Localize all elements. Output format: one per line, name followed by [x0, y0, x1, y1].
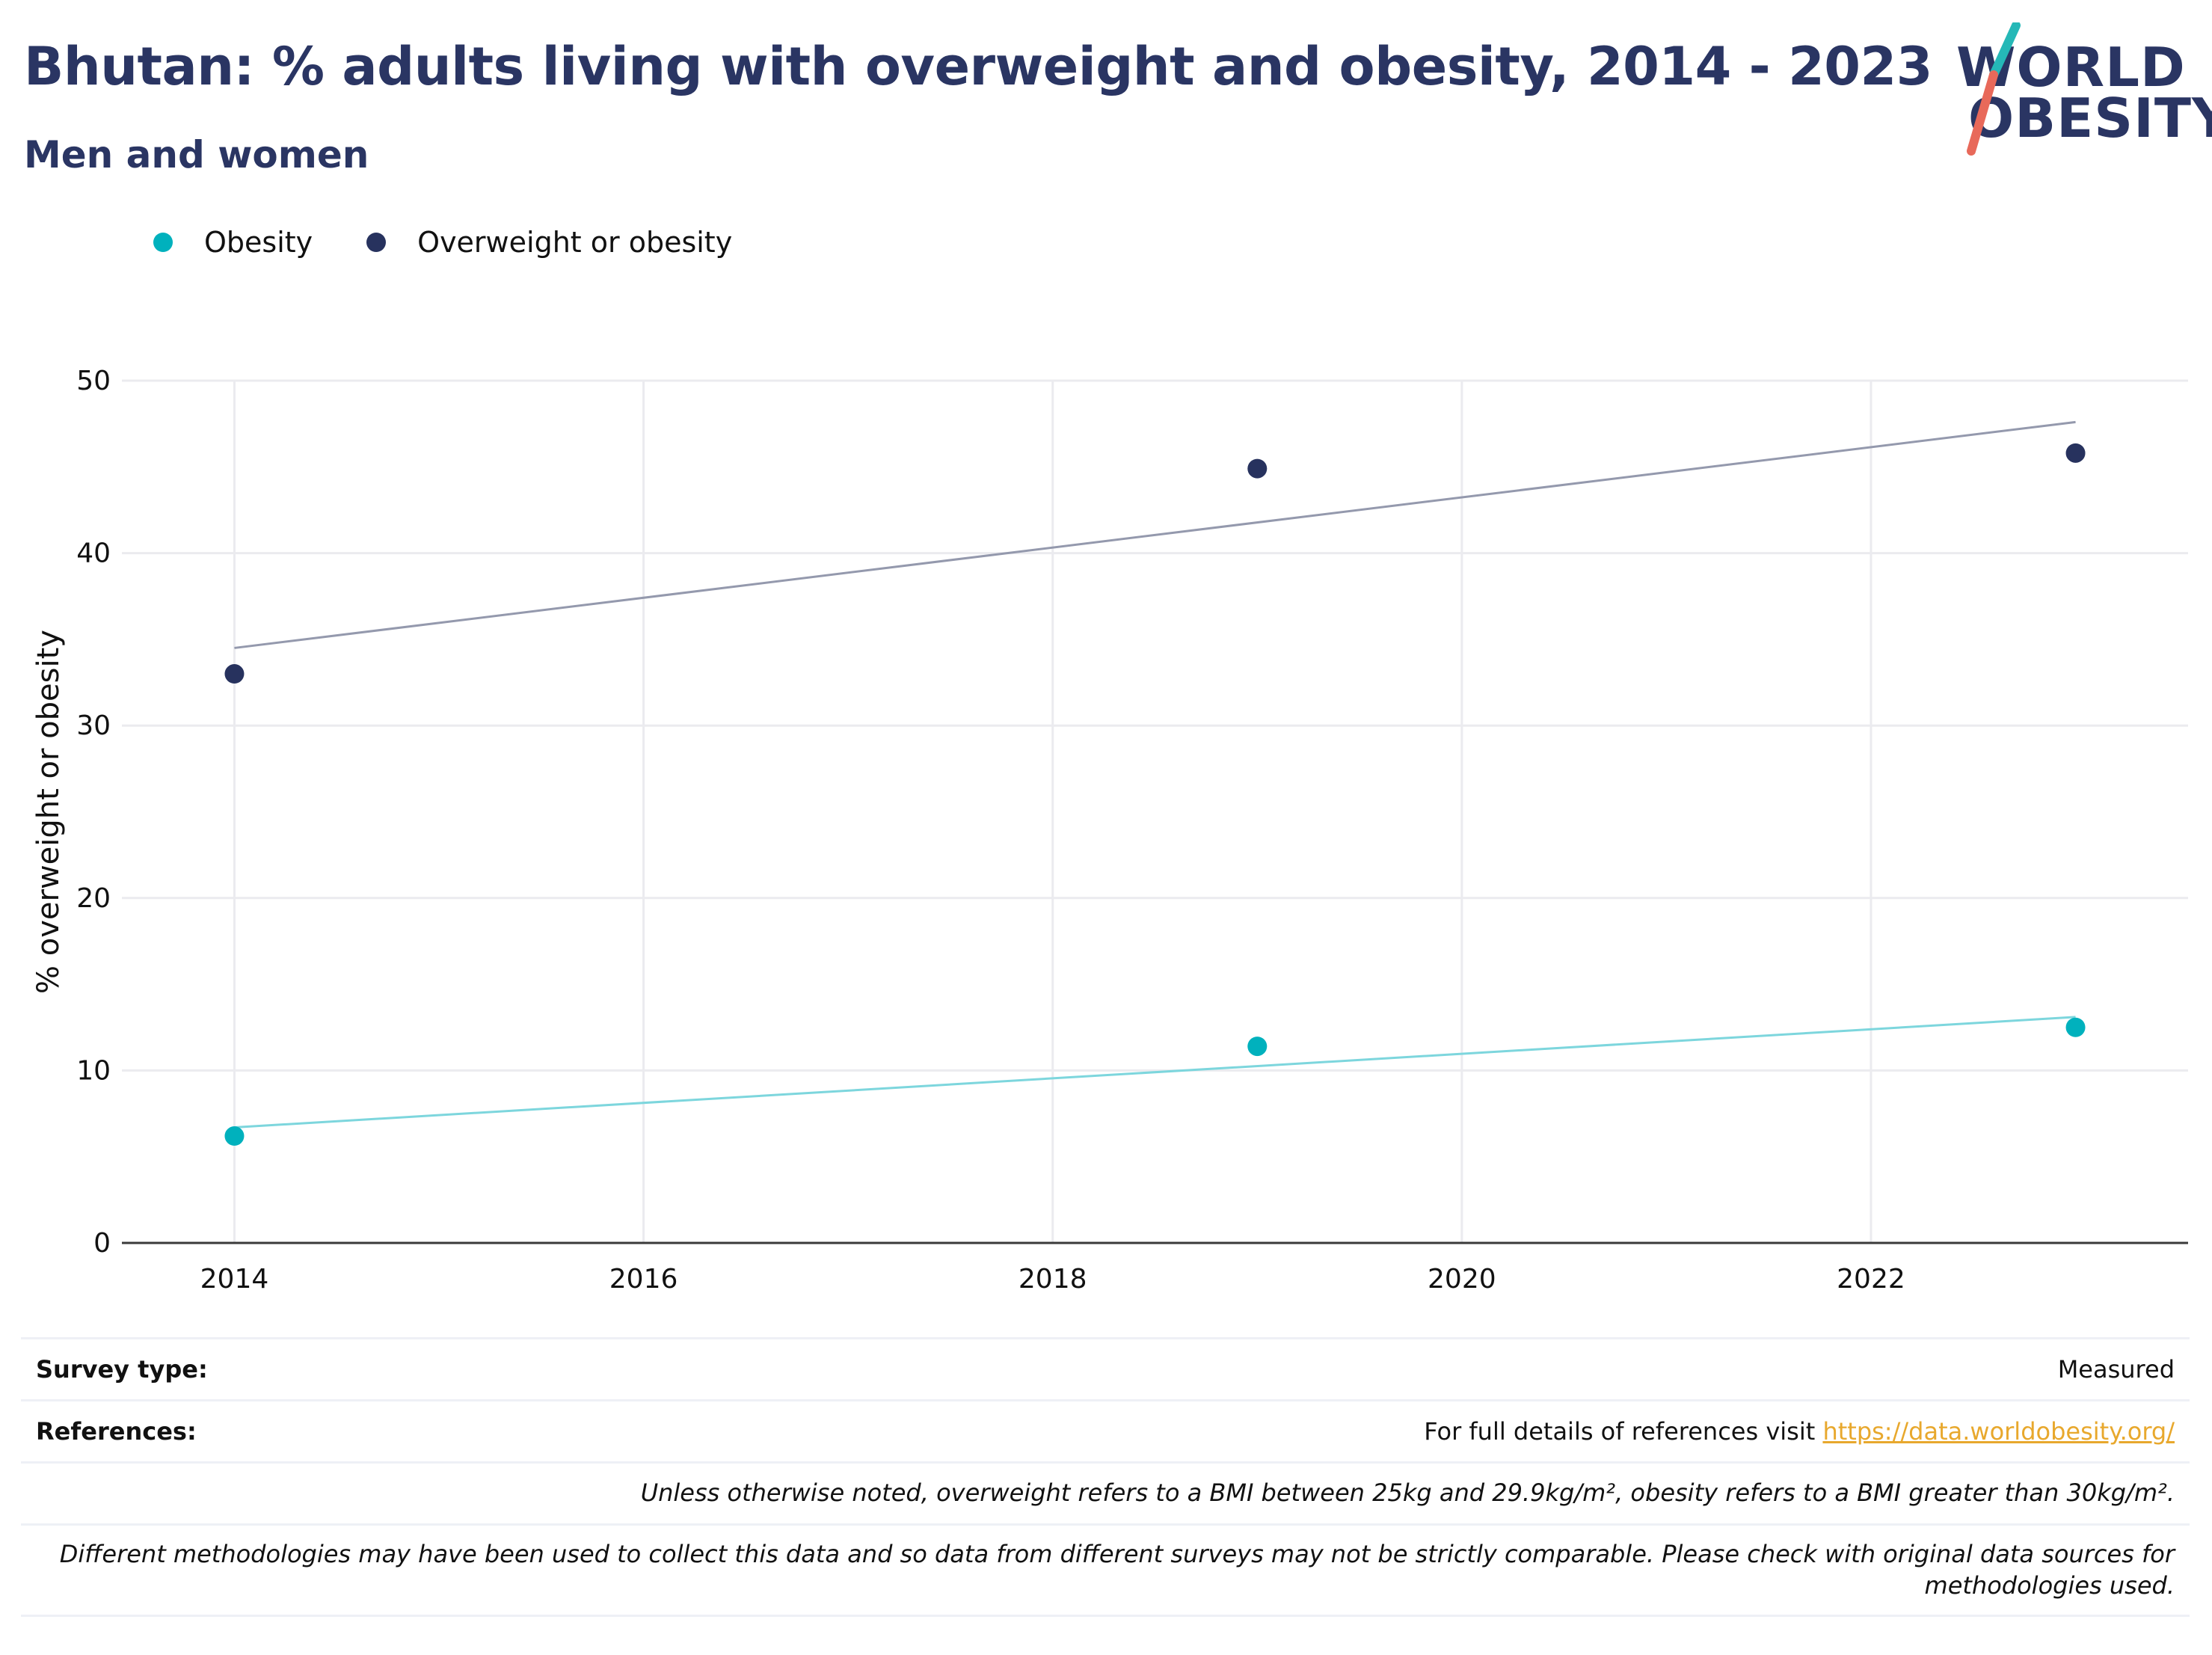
y-tick-label: 50	[76, 366, 111, 396]
x-tick-label: 2014	[200, 1264, 269, 1295]
y-tick-label: 20	[76, 883, 111, 914]
world-obesity-logo: WORLD OBESITY	[1952, 22, 2212, 157]
references-link[interactable]: https://data.worldobesity.org/	[1822, 1417, 2175, 1446]
data-point	[2065, 1017, 2086, 1037]
legend-label-overweight: Overweight or obesity	[417, 226, 733, 259]
data-point	[1247, 1037, 1268, 1057]
logo-slash-icon	[1967, 22, 2021, 156]
x-tick-label: 2022	[1837, 1264, 1905, 1295]
survey-type-label: Survey type:	[36, 1355, 208, 1384]
data-point	[224, 1126, 245, 1146]
footer-row-bmi-note: Unless otherwise noted, overweight refer…	[21, 1461, 2190, 1523]
y-tick-label: 40	[76, 538, 111, 569]
chart-footer: Survey type: Measured References: For fu…	[21, 1337, 2190, 1617]
references-label: References:	[36, 1417, 197, 1446]
y-tick-label: 10	[76, 1055, 111, 1086]
bmi-definition-note: Unless otherwise noted, overweight refer…	[640, 1479, 2175, 1508]
methodology-note: Different methodologies may have been us…	[59, 1539, 2175, 1600]
x-tick-label: 2016	[609, 1264, 678, 1295]
y-axis-title: % overweight or obesity	[31, 630, 66, 994]
chart-title: Bhutan: % adults living with overweight …	[24, 36, 1932, 97]
logo-word-obesity: OBESITY	[1968, 87, 2212, 150]
trend-line	[234, 1016, 2076, 1129]
legend-marker-obesity	[153, 233, 173, 252]
data-point	[1247, 458, 1268, 479]
references-value: For full details of references visit htt…	[1424, 1417, 2175, 1446]
data-point	[224, 664, 245, 684]
footer-row-methods-note: Different methodologies may have been us…	[21, 1523, 2190, 1617]
scatter-chart: 2014 2016 2018 2020 2022 0 10 20 30 40 50 % overwei…	[31, 366, 2188, 1295]
chart-subtitle: Men and women	[24, 133, 369, 176]
legend-label-obesity: Obesity	[204, 226, 313, 259]
survey-type-value: Measured	[2057, 1355, 2175, 1384]
legend-marker-overweight	[366, 233, 387, 252]
data-point	[2065, 443, 2086, 463]
x-tick-label: 2020	[1428, 1264, 1496, 1295]
y-tick-label: 0	[93, 1228, 111, 1259]
chart-legend: Obesity Overweight or obesity	[153, 226, 786, 259]
legend-item-overweight[interactable]: Overweight or obesity	[366, 226, 732, 259]
footer-row-survey: Survey type: Measured	[21, 1337, 2190, 1399]
x-tick-label: 2018	[1019, 1264, 1087, 1295]
trend-line	[234, 420, 2076, 649]
footer-row-references: References: For full details of referenc…	[21, 1399, 2190, 1461]
y-tick-label: 30	[76, 710, 111, 741]
references-text: For full details of references visit	[1424, 1417, 1823, 1446]
legend-item-obesity[interactable]: Obesity	[153, 226, 313, 259]
